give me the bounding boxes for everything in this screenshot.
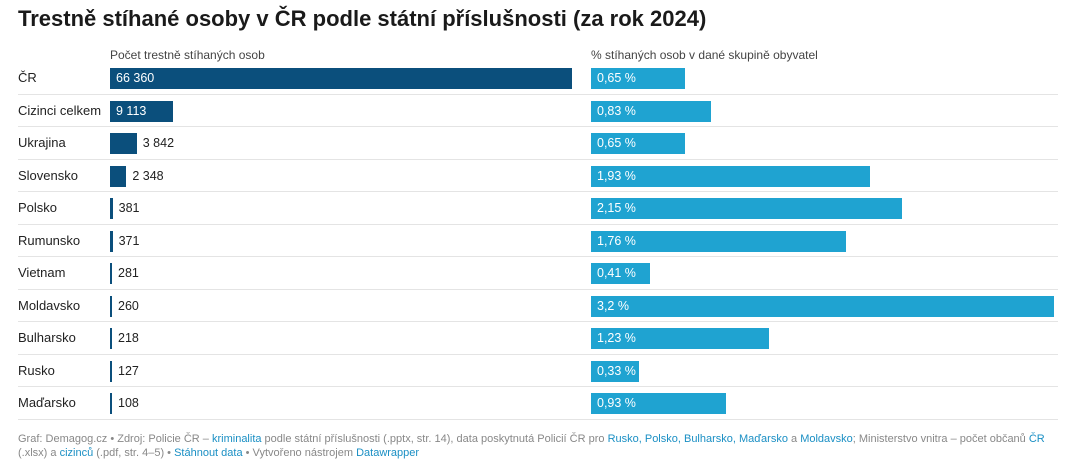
chart-title: Trestně stíhané osoby v ČR podle státní … [18,6,707,31]
category-label: Bulharsko [18,330,76,345]
category-label: Slovensko [18,167,78,183]
row-divider [18,191,1058,192]
count-value-label: 281 [118,266,139,280]
count-bar [110,328,112,349]
category-label: Vietnam [18,265,66,280]
row-divider [18,288,1058,290]
count-value-label: 381 [118,201,140,215]
category-label: Rusko [18,362,55,378]
count-value-label: 260 [118,298,139,313]
footer-text: (.xlsx) a [18,447,60,459]
column-header-percent: % stíhaných osob v dané skupině obyvatel [591,48,818,62]
percent-value-label: 1,76 % [597,233,636,248]
count-value-label: 371 [118,233,140,248]
count-value-label: 66 360 [116,71,155,85]
chart-row: Vietnam 281 0,41 % [0,257,1068,290]
percent-bar [591,198,903,219]
chart-row: Rumunsko 371 1,76 % [0,225,1068,257]
count-bar [110,165,127,187]
percent-value-label: 1,23 % [597,331,636,345]
chart-row: Polsko 381 2,15 % [0,192,1068,225]
count-value-label: 9 113 [116,103,147,118]
count-value-label: 108 [118,396,139,410]
chart-footer: Graf: Demagog.cz • Zdroj: Policie ČR – k… [18,432,1058,460]
row-divider [18,93,1058,95]
count-bar [110,295,112,317]
count-bar [110,133,137,154]
footer-text: (.pdf, str. 4–5) • [93,447,175,459]
percent-bar [591,165,871,187]
row-divider [18,418,1058,420]
link-countries[interactable]: Rusko, Polsko, Bulharsko, Maďarsko [607,433,788,445]
percent-bar [591,263,651,284]
percent-bar [591,68,686,89]
row-divider [18,353,1058,355]
category-label: Cizinci celkem [18,102,102,118]
count-bar [110,360,112,382]
footer-text: • Vytvořeno nástrojem [242,447,357,459]
row-divider [18,126,1058,127]
percent-bar [591,100,712,122]
link-kriminalita[interactable]: kriminalita [211,433,262,445]
chart-row: Slovensko 2 348 1,93 % [0,160,1068,192]
count-bar [110,68,572,89]
footer-text: a [787,433,801,445]
percent-bar [591,360,639,382]
chart-row: Ukrajina 3 842 0,65 % [0,127,1068,160]
percent-bar [591,393,726,414]
row-divider [18,386,1058,387]
count-value-label: 2 348 [132,168,164,183]
column-header-count: Počet trestně stíhaných osob [110,48,265,62]
count-bar [110,100,174,122]
category-label: ČR [18,70,37,85]
percent-bar [591,133,686,154]
chart-row: Maďarsko 108 0,93 % [0,387,1068,420]
count-bar [110,230,113,252]
percent-value-label: 1,93 % [597,168,636,183]
link-moldavsko[interactable]: Moldavsko [800,433,853,445]
percent-value-label: 0,93 % [597,396,636,410]
percent-bar [591,230,846,252]
category-label: Rumunsko [18,232,81,248]
count-bar [110,198,113,219]
chart-row: Cizinci celkem 9 113 0,83 % [0,95,1068,127]
row-divider [18,223,1058,225]
footer-text: Graf: Demagog.cz • Zdroj: Policie ČR – [18,433,212,445]
category-label: Polsko [18,200,58,215]
footer-text: podle státní příslušnosti (.pptx, str. 1… [261,433,608,445]
count-value-label: 3 842 [142,136,175,150]
percent-value-label: 0,41 % [597,266,636,280]
category-label: Moldavsko [18,297,81,313]
percent-bar [591,328,769,349]
row-divider [18,158,1058,160]
count-value-label: 127 [118,363,139,378]
link-datawrapper[interactable]: Datawrapper [356,447,420,459]
percent-value-label: 3,2 % [597,298,629,313]
chart-row: ČR 66 360 0,65 % [0,62,1068,95]
count-bar [110,393,112,414]
chart-row: Bulharsko 218 1,23 % [0,322,1068,355]
count-bar [110,263,112,284]
chart-row: Moldavsko 260 3,2 % [0,290,1068,322]
percent-value-label: 0,65 % [597,136,636,150]
count-value-label: 218 [118,331,139,345]
link-download-data[interactable]: Stáhnout data [174,447,243,459]
chart-row: Rusko 127 0,33 % [0,355,1068,387]
link-cizincu[interactable]: cizinců [59,447,94,459]
row-divider [18,321,1058,322]
percent-bar [591,295,1054,317]
percent-value-label: 0,33 % [597,363,636,378]
category-label: Maďarsko [18,395,76,410]
percent-value-label: 0,83 % [597,103,636,118]
category-label: Ukrajina [18,135,66,150]
row-divider [18,256,1058,257]
percent-value-label: 0,65 % [597,71,636,85]
percent-value-label: 2,15 % [597,201,636,215]
footer-text: ; Ministerstvo vnitra – počet občanů [852,433,1029,445]
link-cr[interactable]: ČR [1028,433,1045,445]
